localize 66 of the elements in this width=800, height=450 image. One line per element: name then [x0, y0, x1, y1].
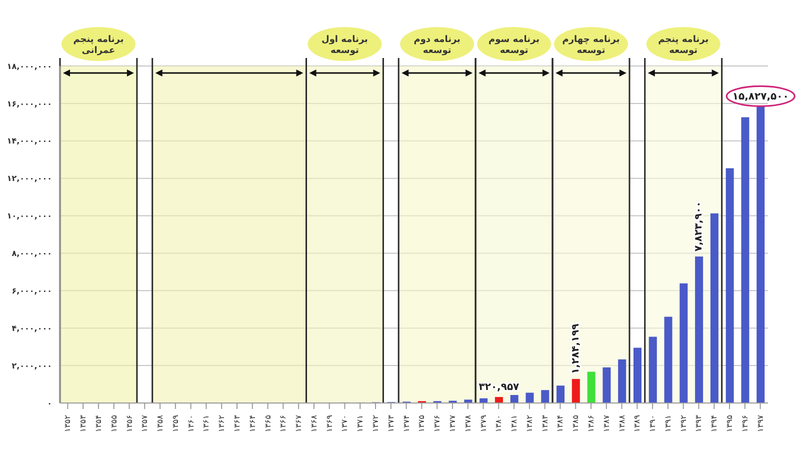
x-tick-label: ۱۳۶۲ — [217, 415, 226, 432]
x-tick-label: ۱۳۷۹ — [478, 415, 488, 432]
data-label: ۱,۲۸۴,۱۹۹ — [570, 324, 582, 374]
band-label: برنامه پنجم عمرانی — [73, 34, 124, 56]
y-tick-label: ۸,۰۰۰,۰۰۰ — [12, 249, 52, 258]
x-tick-label: ۱۳۷۰ — [340, 415, 350, 432]
x-tick-label: ۱۳۷۲ — [371, 415, 380, 432]
data-label: ۳۲۰,۹۵۷ — [478, 382, 520, 393]
x-tick-label: ۱۳۹۵ — [725, 415, 734, 432]
x-tick-label: ۱۳۸۱ — [510, 415, 519, 432]
x-tick-label: ۱۳۹۶ — [740, 415, 750, 432]
x-tick-label: ۱۳۶۴ — [248, 415, 257, 432]
x-tick-label: ۱۳۷۶ — [432, 415, 442, 432]
x-tick-label: ۱۳۸۹ — [632, 415, 642, 432]
y-tick-label: ۱۰,۰۰۰,۰۰۰ — [6, 212, 52, 221]
x-tick-label: ۱۳۶۷ — [294, 414, 304, 432]
band-label: برنامه سوم توسعه — [488, 34, 540, 56]
band-label: برنامه اول توسعه — [322, 34, 368, 56]
x-tick-label: ۱۳۷۴ — [402, 415, 411, 432]
band-label: برنامه چهارم توسعه — [562, 34, 620, 56]
x-tick-label: ۱۳۸۷ — [602, 414, 611, 432]
x-tick-label: ۱۳۶۳ — [232, 414, 242, 432]
x-tick-label: ۱۳۸۳ — [540, 414, 550, 432]
x-tick-label: ۱۳۸۸ — [617, 414, 626, 432]
y-tick-label: ۱۲,۰۰۰,۰۰۰ — [6, 174, 52, 184]
x-tick-label: ۱۳۸۴ — [556, 415, 565, 432]
x-tick-label: ۱۳۵۹ — [170, 415, 180, 432]
band-label: برنامه پنجم توسعه — [658, 34, 709, 56]
y-tick-label: ۶,۰۰۰,۰۰۰ — [12, 286, 52, 296]
x-tick-label: ۱۳۶۱ — [202, 415, 211, 432]
x-tick-label: ۱۳۹۴ — [710, 415, 719, 432]
band-label: برنامه دوم توسعه — [414, 34, 460, 56]
x-tick-label: ۱۳۷۸ — [463, 414, 472, 432]
x-tick-label: ۱۳۵۴ — [94, 415, 103, 432]
x-tick-label: ۱۳۷۱ — [356, 415, 365, 432]
x-tick-label: ۱۳۹۱ — [663, 415, 672, 432]
y-tick-label: ۱۶,۰۰۰,۰۰۰ — [6, 99, 52, 108]
x-tick-label: ۱۳۹۷ — [756, 414, 765, 432]
x-tick-label: ۱۳۶۶ — [278, 415, 288, 432]
x-tick-label: ۱۳۹۳ — [694, 414, 704, 432]
x-tick-label: ۱۳۸۵ — [571, 415, 580, 432]
x-tick-label: ۱۳۵۳ — [78, 414, 88, 432]
x-tick-label: ۱۳۶۸ — [309, 414, 318, 432]
x-tick-label: ۱۳۷۳ — [386, 414, 396, 432]
data-label: ۱۵,۸۲۷,۵۰۰ — [732, 92, 789, 103]
x-tick-label: ۱۳۸۲ — [524, 415, 534, 432]
y-tick-label: ۱۴,۰۰۰,۰۰۰ — [6, 136, 52, 146]
x-tick-label: ۱۳۵۲ — [63, 415, 72, 432]
data-label: ۷,۸۲۳,۹۰۰ — [694, 201, 705, 252]
y-tick-label: ۴,۰۰۰,۰۰۰ — [12, 324, 52, 333]
x-tick-label: ۱۳۵۵ — [109, 415, 118, 432]
x-tick-label: ۱۳۵۸ — [156, 414, 165, 432]
x-tick-label: ۱۳۶۹ — [324, 415, 334, 432]
x-tick-label: ۱۳۷۵ — [417, 415, 426, 432]
x-tick-label: ۱۳۸۰ — [494, 415, 504, 432]
x-tick-label: ۱۳۵۶ — [124, 415, 134, 432]
x-tick-label: ۱۳۶۰ — [186, 415, 196, 432]
x-tick-label: ۱۳۵۷ — [140, 414, 150, 432]
y-tick-label: ۰ — [47, 398, 52, 408]
y-tick-label: ۱۸,۰۰۰,۰۰۰ — [6, 62, 52, 71]
x-tick-label: ۱۳۹۲ — [678, 415, 688, 432]
y-tick-label: ۲,۰۰۰,۰۰۰ — [12, 361, 52, 370]
x-tick-label: ۱۳۶۵ — [263, 415, 272, 432]
x-tick-label: ۱۳۹۰ — [648, 415, 658, 432]
x-tick-label: ۱۳۸۶ — [586, 415, 596, 432]
x-tick-label: ۱۳۷۷ — [448, 414, 457, 432]
